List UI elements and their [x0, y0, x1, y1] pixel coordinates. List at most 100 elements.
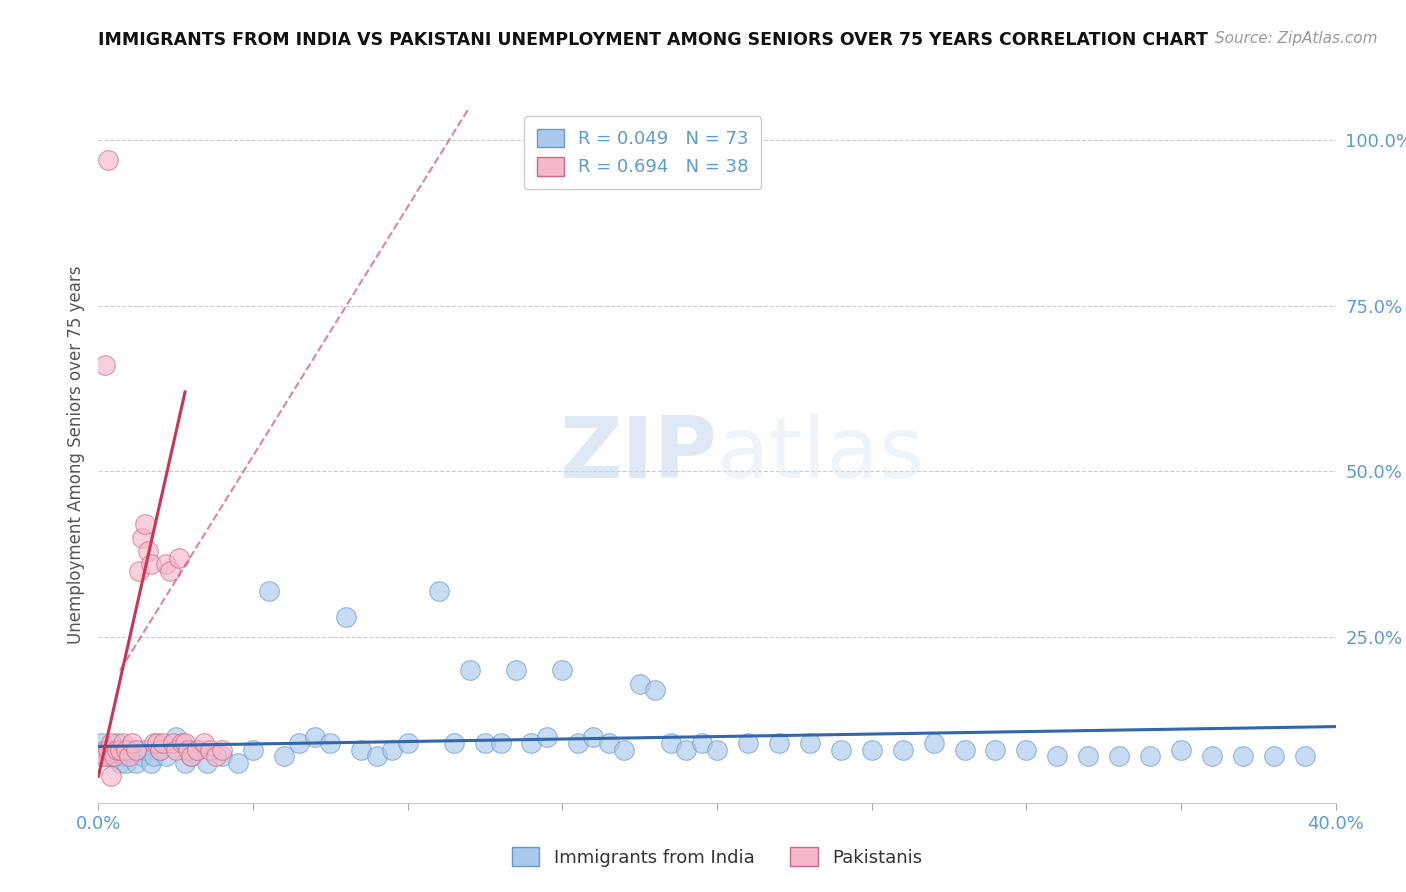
Point [100, 736, 122, 750]
Point [1232, 749, 1254, 764]
Point [396, 736, 419, 750]
Point [134, 743, 156, 757]
Point [211, 749, 233, 764]
Point [131, 749, 153, 764]
Point [242, 743, 264, 757]
Point [103, 743, 125, 757]
Point [443, 736, 465, 750]
Point [170, 736, 193, 750]
Point [1139, 749, 1161, 764]
Point [675, 743, 697, 757]
Point [121, 736, 143, 750]
Point [1108, 749, 1130, 764]
Point [257, 583, 280, 598]
Y-axis label: Unemployment Among Seniors over 75 years: Unemployment Among Seniors over 75 years [66, 266, 84, 644]
Point [108, 743, 131, 757]
Point [108, 756, 131, 770]
Point [167, 550, 190, 565]
Point [582, 730, 605, 744]
Point [146, 736, 169, 750]
Point [186, 743, 208, 757]
Point [984, 743, 1007, 757]
Point [93, 743, 115, 757]
Point [97, 749, 120, 764]
Point [350, 743, 373, 757]
Point [100, 769, 122, 783]
Point [139, 558, 162, 572]
Point [211, 743, 233, 757]
Point [93, 359, 115, 373]
Point [226, 756, 249, 770]
Point [155, 749, 177, 764]
Point [180, 749, 202, 764]
Point [567, 736, 589, 750]
Point [335, 610, 357, 624]
Point [860, 743, 883, 757]
Point [891, 743, 914, 757]
Point [139, 756, 162, 770]
Point [131, 531, 153, 545]
Point [180, 749, 202, 764]
Point [155, 558, 177, 572]
Text: Source: ZipAtlas.com: Source: ZipAtlas.com [1215, 31, 1378, 46]
Point [273, 749, 295, 764]
Point [458, 663, 481, 677]
Point [551, 663, 574, 677]
Point [143, 749, 166, 764]
Point [136, 544, 159, 558]
Point [536, 730, 558, 744]
Point [159, 564, 181, 578]
Point [90, 736, 112, 750]
Text: ZIP: ZIP [560, 413, 717, 497]
Point [489, 736, 512, 750]
Point [953, 743, 976, 757]
Point [613, 743, 636, 757]
Point [830, 743, 852, 757]
Point [118, 749, 141, 764]
Point [112, 736, 135, 750]
Point [195, 756, 218, 770]
Point [474, 736, 496, 750]
Point [690, 736, 713, 750]
Point [427, 583, 450, 598]
Point [149, 743, 172, 757]
Point [162, 736, 184, 750]
Point [124, 743, 146, 757]
Point [288, 736, 311, 750]
Point [1077, 749, 1099, 764]
Point [105, 736, 128, 750]
Point [152, 736, 174, 750]
Point [922, 736, 945, 750]
Point [103, 749, 125, 764]
Point [1201, 749, 1223, 764]
Text: atlas: atlas [717, 413, 925, 497]
Point [115, 756, 138, 770]
Point [165, 743, 187, 757]
Point [319, 736, 342, 750]
Point [1263, 749, 1285, 764]
Point [366, 749, 388, 764]
Point [118, 743, 141, 757]
Point [112, 749, 135, 764]
Text: IMMIGRANTS FROM INDIA VS PAKISTANI UNEMPLOYMENT AMONG SENIORS OVER 75 YEARS CORR: IMMIGRANTS FROM INDIA VS PAKISTANI UNEMP… [98, 31, 1208, 49]
Point [97, 153, 120, 167]
Point [598, 736, 620, 750]
Point [105, 743, 128, 757]
Legend: Immigrants from India, Pakistanis: Immigrants from India, Pakistanis [505, 840, 929, 874]
Point [90, 749, 112, 764]
Point [124, 756, 146, 770]
Point [143, 736, 166, 750]
Point [768, 736, 790, 750]
Point [193, 736, 215, 750]
Point [97, 743, 120, 757]
Point [174, 756, 197, 770]
Point [644, 683, 666, 698]
Point [520, 736, 543, 750]
Point [186, 743, 208, 757]
Point [174, 736, 197, 750]
Point [304, 730, 326, 744]
Point [115, 743, 138, 757]
Point [1170, 743, 1192, 757]
Point [1046, 749, 1069, 764]
Point [165, 730, 187, 744]
